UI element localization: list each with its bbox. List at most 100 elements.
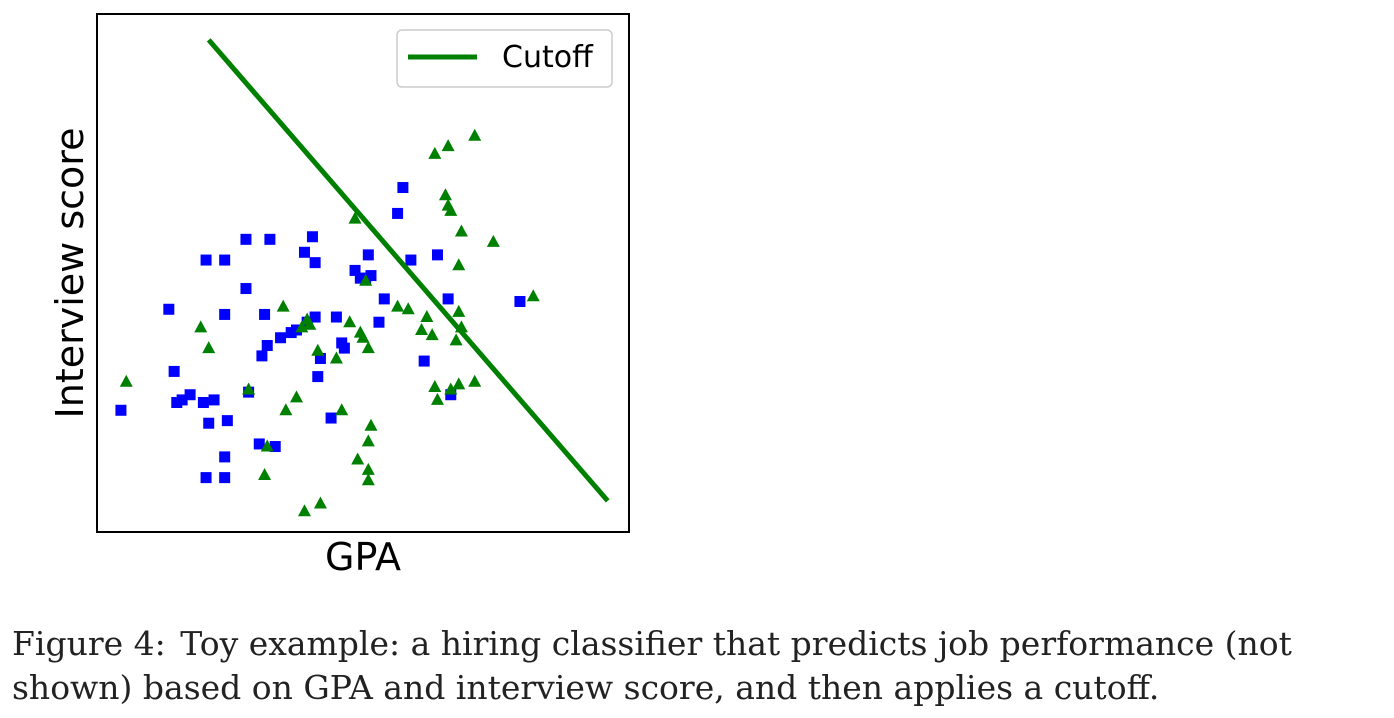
triangle-point <box>279 403 293 416</box>
square-point <box>253 438 265 450</box>
triangle-point <box>351 452 365 465</box>
square-point <box>275 332 287 344</box>
square-point <box>306 231 318 243</box>
triangle-point <box>449 333 463 346</box>
square-point <box>442 293 454 305</box>
triangle-point <box>297 504 311 517</box>
triangle-point <box>364 418 378 431</box>
square-point <box>309 257 321 269</box>
triangle-point <box>420 310 434 323</box>
square-point <box>418 355 430 367</box>
triangle-point <box>438 188 452 201</box>
square-point <box>392 207 404 219</box>
square-point <box>221 415 233 427</box>
y-axis-label: Interview score <box>48 128 92 419</box>
caption-label: Figure 4: <box>12 624 166 663</box>
square-point <box>261 340 273 352</box>
triangle-point <box>452 304 466 317</box>
triangle-point <box>468 374 482 387</box>
square-point <box>445 389 457 401</box>
square-point <box>298 246 310 258</box>
triangle-point <box>452 377 466 390</box>
triangle-point <box>468 128 482 141</box>
square-point <box>163 303 175 315</box>
square-point <box>362 249 374 261</box>
square-point <box>219 308 231 320</box>
triangle-point <box>452 258 466 271</box>
triangle-point <box>329 351 343 364</box>
triangle-point <box>258 468 272 481</box>
square-point <box>264 233 276 245</box>
square-point <box>200 254 212 266</box>
triangle-point <box>313 496 327 509</box>
triangle-point <box>401 302 415 315</box>
triangle-point <box>361 341 375 354</box>
triangle-point <box>444 203 458 216</box>
triangle-point <box>486 234 500 247</box>
legend: Cutoff <box>396 29 613 88</box>
triangle-point <box>359 273 373 286</box>
triangle-point <box>290 390 303 403</box>
square-point <box>338 342 350 354</box>
triangle-point <box>428 146 442 159</box>
triangle-point <box>194 320 208 333</box>
triangle-point <box>425 328 439 341</box>
square-point <box>184 389 196 401</box>
square-point <box>291 324 302 336</box>
square-point <box>208 394 220 406</box>
square-point <box>405 254 417 266</box>
square-point <box>309 311 321 323</box>
square-point <box>349 264 361 276</box>
square-point <box>514 295 526 307</box>
triangle-point <box>441 139 455 152</box>
x-axis-label: GPA <box>325 535 401 579</box>
legend-cutoff-label: Cutoff <box>502 40 594 75</box>
triangle-point <box>356 330 370 343</box>
triangle-point <box>526 289 540 302</box>
triangle-point <box>242 382 256 395</box>
caption-text: Toy example: a hiring classifier that pr… <box>12 624 1292 707</box>
triangle-point <box>444 382 458 395</box>
triangle-point <box>303 317 317 330</box>
square-point <box>197 397 209 408</box>
square-point <box>312 371 324 383</box>
triangle-point <box>361 473 375 486</box>
triangle-point <box>260 439 274 452</box>
triangle-point <box>430 392 444 405</box>
square-point <box>240 283 252 295</box>
square-point <box>200 472 212 484</box>
square-point <box>203 417 215 429</box>
square-point <box>219 254 231 266</box>
square-point <box>115 404 127 416</box>
square-point <box>256 350 268 362</box>
square-point <box>259 308 271 320</box>
triangle-point <box>415 322 429 335</box>
square-point <box>168 365 180 377</box>
chart-marks <box>115 38 610 517</box>
square-point <box>325 412 337 424</box>
triangle-point <box>202 341 216 354</box>
figure-caption: Figure 4: Toy example: a hiring classifi… <box>12 622 1382 710</box>
cutoff-line <box>206 38 610 503</box>
square-point <box>176 394 188 406</box>
triangle-point <box>311 343 325 356</box>
triangle-point <box>348 211 362 224</box>
legend-box <box>396 29 613 88</box>
triangle-point <box>335 403 349 416</box>
square-point <box>269 441 281 453</box>
triangle-point <box>119 374 133 387</box>
square-point <box>219 451 231 463</box>
square-point <box>397 182 409 194</box>
square-point <box>378 293 390 305</box>
triangle-point <box>343 315 357 328</box>
square-point <box>330 311 342 323</box>
square-point <box>373 316 385 328</box>
triangle-point <box>276 299 290 312</box>
square-point <box>240 233 252 245</box>
triangle-point <box>428 379 442 392</box>
square-point <box>219 472 231 484</box>
triangle-point <box>361 434 375 447</box>
triangle-point <box>361 462 375 475</box>
square-point <box>431 249 443 261</box>
